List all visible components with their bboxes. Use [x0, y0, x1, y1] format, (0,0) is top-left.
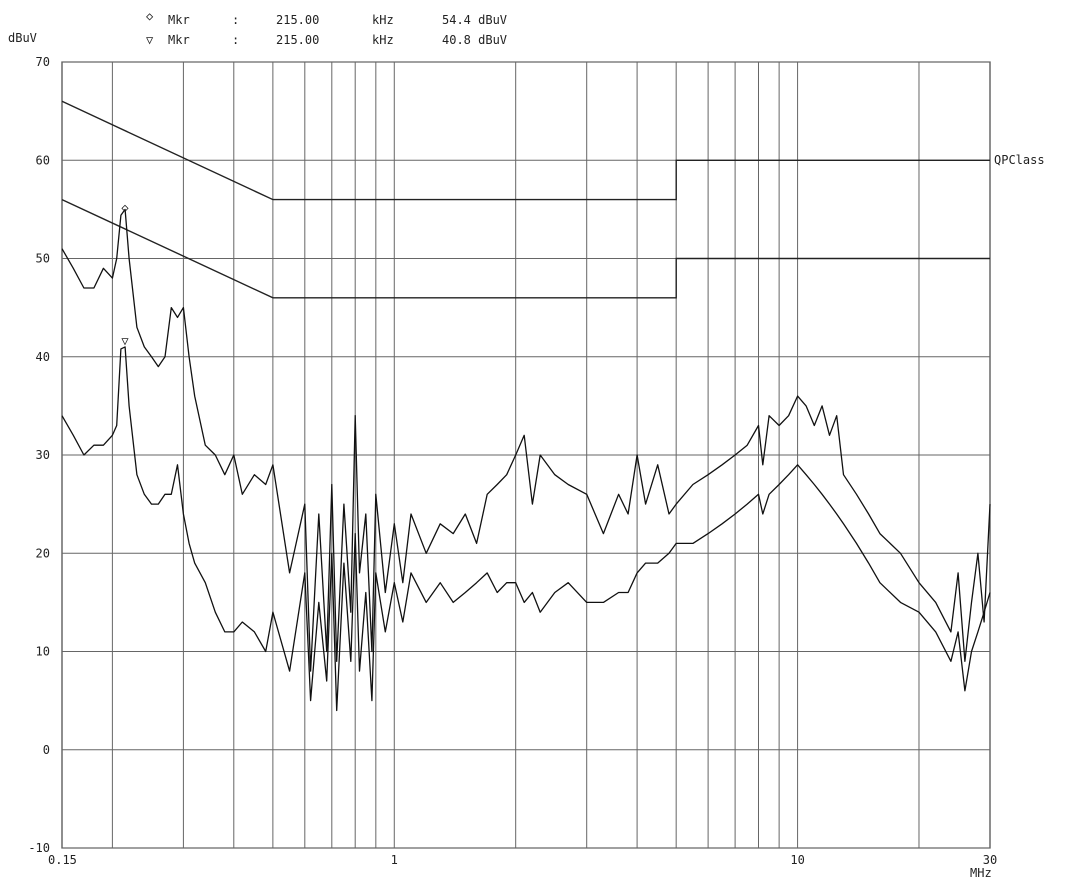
- marker-readout-1: ◇ Mkr : 215.00 kHz 54.4 dBuV: [146, 9, 507, 27]
- limit-line-2: [61, 198, 990, 299]
- marker-1-level: 54.4 dBuV: [442, 13, 507, 27]
- marker-1-point: ◇: [121, 200, 129, 214]
- marker-2-point: ▽: [121, 334, 129, 348]
- limit-lines: [61, 100, 990, 299]
- y-axis-label: dBuV: [8, 31, 37, 45]
- marker-1-separator: :: [232, 13, 239, 27]
- y-tick-label: 50: [36, 252, 50, 266]
- y-tick-label: 30: [36, 448, 50, 462]
- marker-2-symbol: ▽: [146, 33, 154, 47]
- y-tick-label: 40: [36, 350, 50, 364]
- y-tick-label: 0: [43, 743, 50, 757]
- marker-2-frequency-unit: kHz: [372, 33, 394, 47]
- marker-2-separator: :: [232, 33, 239, 47]
- x-tick-label: 1: [391, 853, 398, 867]
- marker-1-label: Mkr: [168, 13, 190, 27]
- marker-1-frequency: 215.00: [276, 13, 319, 27]
- marker-1-symbol: ◇: [146, 9, 154, 23]
- y-tick-label: 10: [36, 645, 50, 659]
- grid: [61, 61, 991, 849]
- marker-2-level: 40.8 dBuV: [442, 33, 507, 47]
- y-tick-label: 60: [36, 153, 50, 167]
- x-tick-label: 10: [790, 853, 804, 867]
- data-series-1: [61, 208, 991, 672]
- marker-readout-2: ▽ Mkr : 215.00 kHz 40.8 dBuV: [146, 33, 507, 47]
- x-axis-unit: MHz: [970, 866, 992, 880]
- y-tick-label: 20: [36, 546, 50, 560]
- marker-2-frequency: 215.00: [276, 33, 319, 47]
- x-tick-labels: 0.15 1 10 30: [48, 853, 997, 867]
- y-tick-label: 70: [36, 55, 50, 69]
- series-group: [61, 208, 991, 712]
- x-tick-label: 0.15: [48, 853, 77, 867]
- y-tick-labels: -10 0 10 20 30 40 50 60 70: [28, 55, 50, 855]
- data-series-2: [61, 346, 991, 712]
- marker-points: ◇▽: [121, 200, 129, 348]
- x-tick-label: 30: [983, 853, 997, 867]
- limit-line-label: QPClass: [994, 153, 1045, 167]
- y-tick-label: -10: [28, 841, 50, 855]
- marker-1-frequency-unit: kHz: [372, 13, 394, 27]
- limit-line-1: [61, 100, 990, 201]
- marker-2-label: Mkr: [168, 33, 190, 47]
